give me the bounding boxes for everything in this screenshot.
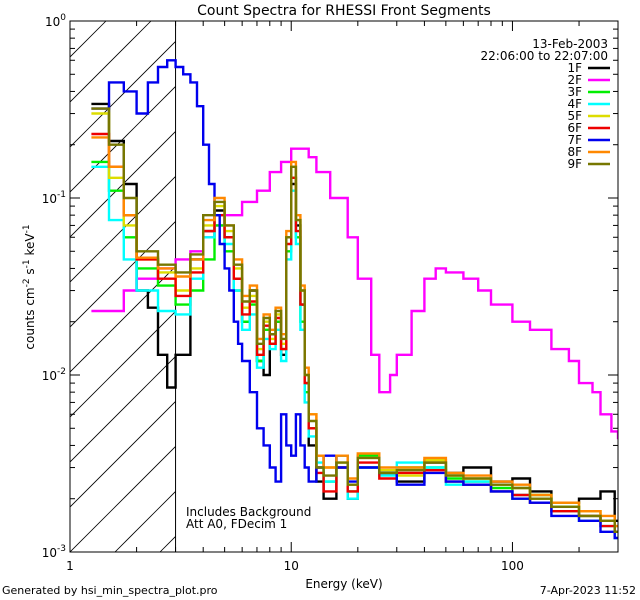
series-8F: [91, 136, 618, 528]
axis-ticks: 1 10 100 10-3 10-2 10-1 100: [42, 13, 619, 573]
series-9F: [91, 107, 618, 533]
hatch-line: [70, 220, 176, 328]
footer-generated-by: Generated by hsi_min_spectra_plot.pro: [2, 584, 218, 597]
y-axis-label: counts cm-2 s-1 keV-1: [22, 224, 37, 349]
legend-label-4F: 4F: [567, 97, 582, 111]
legend-label-1F: 1F: [567, 61, 582, 75]
hatch-line: [70, 400, 176, 508]
hatch-line: [0, 21, 16, 552]
y-tick-label: 10-3: [42, 544, 66, 560]
hatch-line: [114, 490, 176, 552]
annotation-attenuator: Att A0, FDecim 1: [186, 517, 287, 531]
plot-frame: [69, 20, 619, 553]
legend-label-8F: 8F: [567, 145, 582, 159]
hatch-line: [70, 265, 176, 373]
series-1F: [91, 102, 618, 522]
hatch-line: [70, 445, 176, 552]
x-axis-label: Energy (keV): [305, 577, 382, 591]
legend-label-7F: 7F: [567, 133, 582, 147]
series-5F: [91, 112, 618, 528]
legend-label-9F: 9F: [567, 157, 582, 171]
annotation-background: Includes Background: [186, 505, 311, 519]
legend-label-3F: 3F: [567, 85, 582, 99]
series-7F: [91, 59, 618, 540]
y-tick-label: 100: [45, 13, 66, 29]
hatch-line: [475, 21, 640, 552]
legend-label-6F: 6F: [567, 121, 582, 135]
legend-label-5F: 5F: [567, 109, 582, 123]
legend-time-range: 22:06:00 to 22:07:00: [481, 49, 608, 63]
footer-timestamp: 7-Apr-2023 11:52: [540, 584, 636, 597]
series-3F: [91, 160, 618, 533]
series-6F: [91, 132, 618, 533]
legend-date: 13-Feb-2003: [532, 37, 608, 51]
x-tick-label: 1: [66, 559, 74, 573]
x-tick-label: 100: [501, 559, 524, 573]
chart-title: Count Spectra for RHESSI Front Segments: [197, 3, 491, 19]
hatch-line: [610, 21, 640, 552]
hatch-line: [70, 21, 107, 58]
legend-label-2F: 2F: [567, 73, 582, 87]
series-2F: [91, 147, 618, 440]
y-tick-label: 10-1: [42, 190, 66, 206]
hatch-line: [70, 85, 176, 193]
series-layer: [91, 59, 618, 540]
y-tick-label: 10-2: [42, 367, 66, 383]
x-tick-label: 10: [284, 559, 299, 573]
